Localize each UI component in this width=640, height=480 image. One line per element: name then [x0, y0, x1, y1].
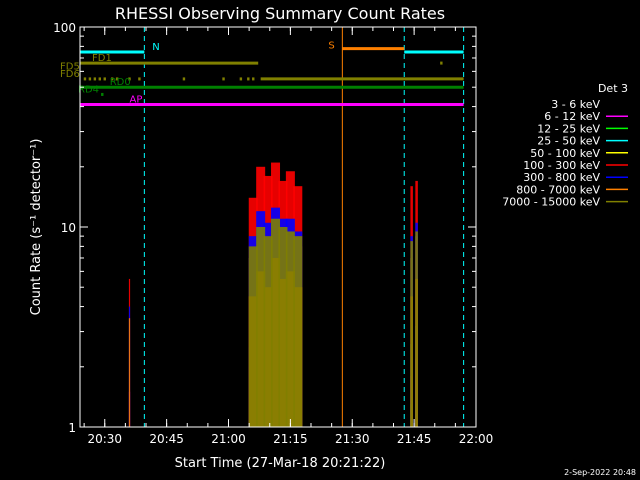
flag-dot-4-3 [98, 77, 101, 81]
flag-dot-4-13 [252, 77, 255, 81]
series-8-point-6 [293, 236, 303, 427]
flag-bar-rd4: RD4 [78, 84, 104, 96]
flag-label-fd1: FD1 [92, 53, 112, 64]
series-8-point-0 [248, 246, 258, 427]
x-tick-label-6: 22:00 [459, 432, 494, 446]
y-tick-label-0: 1 [68, 421, 76, 435]
legend-label-7: 800 - 7000 keV [516, 183, 600, 196]
legend-label-8: 7000 - 15000 keV [502, 196, 600, 209]
flag-label-fd5: FD5 [60, 61, 80, 72]
flag-label-s: S [328, 41, 334, 52]
footer-date: 2-Sep-2022 20:48 [564, 468, 636, 477]
flag-dot-4-5 [110, 77, 114, 81]
legend-label-3: 25 - 50 keV [537, 135, 600, 148]
flag-dot-4-1 [88, 77, 92, 81]
x-tick-label-0: 20:30 [87, 432, 122, 446]
legend-label-0: 3 - 6 keV [551, 98, 600, 111]
x-tick-label-4: 21:30 [335, 432, 370, 446]
flag-dot-4-9 [182, 77, 186, 81]
series-8 [248, 218, 418, 427]
series-8-point-5 [285, 231, 295, 427]
flag-dot-6-0 [101, 92, 104, 96]
flag-label-rd4: RD4 [78, 84, 99, 95]
legend-title: Det 3 [598, 82, 628, 95]
flag-label-fd6: FD6 [60, 69, 80, 80]
flag-dot-4-11 [239, 77, 243, 81]
x-tick-label-5: 21:45 [397, 432, 432, 446]
y-tick-label-2: 100 [53, 21, 76, 35]
flag-bar-rd0: RD0 [80, 77, 464, 89]
x-tick-label-3: 21:15 [273, 432, 308, 446]
flag-dot-4-12 [247, 77, 250, 81]
series-8-point-2 [263, 236, 273, 427]
series-7-point-0 [128, 318, 131, 427]
flag-bar-fd5: FD5 [60, 61, 80, 72]
data-layer [79, 27, 465, 427]
axis-layer: 20:30 20:45 21:00 21:15 21:30 21:45 22:00 1 10 10… [53, 21, 493, 446]
flag-dot-4-2 [93, 77, 97, 81]
y-tick-label-1: 10 [61, 221, 76, 235]
legend-label-4: 50 - 100 keV [530, 147, 600, 160]
flag-dot-4-4 [103, 77, 106, 81]
flag-dot-4-0 [83, 77, 87, 81]
flag-bar-fd1: FD1 [80, 53, 443, 65]
flag-bar-ap: AP [80, 94, 464, 106]
legend-label-1: 6 - 12 keV [544, 110, 600, 123]
series-8-point-7 [410, 241, 413, 427]
legend-label-2: 12 - 25 keV [537, 122, 600, 135]
flag-dot-4-10 [222, 77, 225, 81]
flag-dot-2-0 [440, 61, 443, 65]
flag-label-n: N [152, 42, 159, 53]
y-axis-label: Count Rate (s⁻¹ detector⁻¹) [29, 139, 44, 316]
x-tick-label-2: 21:00 [211, 432, 246, 446]
series-8-point-1 [256, 227, 266, 427]
legend-label-5: 100 - 300 keV [523, 159, 600, 172]
flag-dot-4-8 [138, 77, 141, 81]
series-8-point-8 [415, 231, 418, 427]
flag-dot-4-6 [115, 77, 119, 81]
flag-dot-4-7 [128, 77, 131, 81]
x-tick-label-1: 20:45 [149, 432, 184, 446]
x-axis-label: Start Time (27-Mar-18 20:21:22) [175, 456, 386, 471]
flag-label-rd0: RD0 [110, 77, 131, 88]
chart-title: RHESSI Observing Summary Count Rates [115, 4, 445, 23]
legend-label-6: 300 - 800 keV [523, 171, 600, 184]
flag-bar-fd6: FD6 [60, 69, 464, 81]
flag-label-ap: AP [130, 94, 143, 105]
flag-bar-s: S [328, 41, 405, 52]
series-8-point-3 [271, 218, 281, 427]
series-8-point-4 [278, 227, 288, 427]
flag-bar-n: N [80, 42, 464, 54]
